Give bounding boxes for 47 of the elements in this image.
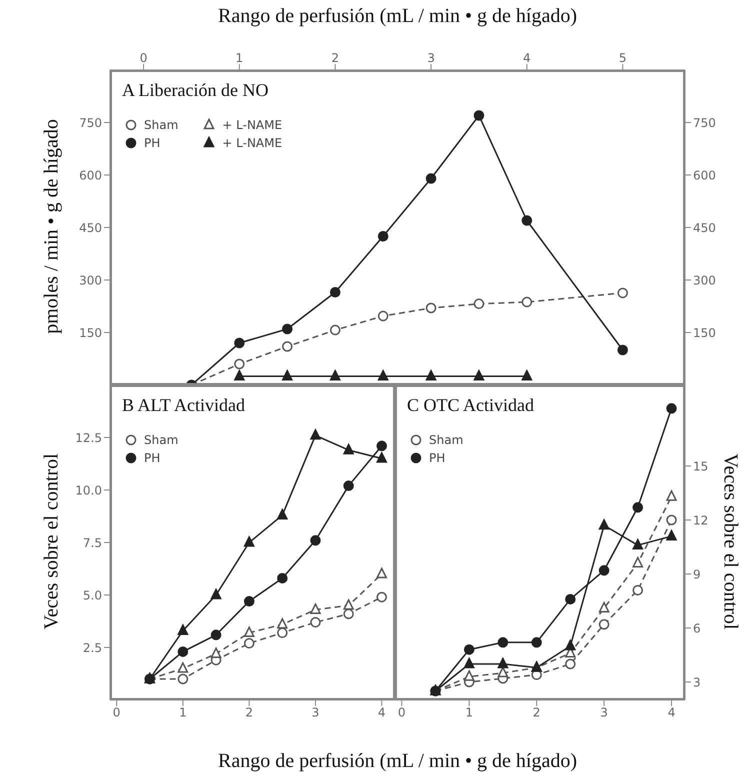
legend-label: Sham [144, 118, 178, 132]
y-tick-label: 7.5 [82, 536, 102, 550]
y-tick-label: 3 [693, 675, 701, 690]
x-tick-label: 2 [532, 706, 540, 720]
text: A Liberación de NO [122, 80, 268, 101]
x-tick-label: 2 [331, 51, 340, 65]
legend-label: Sham [429, 433, 464, 447]
y-tick-label: 2.5 [82, 640, 102, 655]
y-tick-label: 450 [79, 220, 102, 235]
x-tick-label: 0 [140, 51, 148, 65]
y-tick-label: 750 [79, 116, 102, 130]
x-tick-label: 1 [236, 51, 244, 65]
y-tick-label: 12.5 [75, 430, 102, 445]
x-tick-label: 1 [465, 706, 474, 720]
legend-label: PH [144, 451, 160, 465]
x-axis-title: Rango de perfusión (mL / min • g de hígado) [217, 5, 578, 28]
x-axis-title: Rango de perfusión (mL / min • g de hígado) [217, 750, 578, 773]
y-axis-title: Veces sobre el control [40, 452, 64, 632]
x-tick-label: 3 [427, 51, 435, 65]
x-tick-label: 3 [600, 706, 608, 720]
y-tick-label: 300 [79, 273, 102, 288]
legend-label: + L-NAME [222, 136, 282, 150]
legend-label: + L-NAME [222, 118, 282, 132]
text: C OTC Actividad [407, 395, 534, 416]
x-tick-label: 4 [668, 706, 676, 720]
y-axis-title: Veces sobre el control [718, 452, 742, 632]
x-tick-label: 5 [618, 51, 627, 65]
y-axis-title: pmoles / min • g de hígado [40, 118, 64, 336]
legend-label: PH [429, 451, 446, 465]
y-tick-label: 150 [79, 326, 102, 340]
y-tick-label: 6 [693, 621, 701, 636]
x-tick-label: 0 [398, 706, 406, 720]
x-tick-label: 2 [245, 706, 254, 720]
legend-label: PH [144, 136, 160, 150]
x-tick-label: 4 [378, 706, 386, 720]
x-tick-label: 1 [179, 706, 187, 720]
y-tick-label: 15 [693, 459, 708, 474]
y-tick-label: 5.0 [82, 588, 102, 602]
y-tick-label: 9 [693, 567, 701, 582]
legend-label: Sham [144, 433, 178, 447]
y-tick-label: 10.0 [75, 483, 102, 498]
x-tick-label: 0 [112, 706, 120, 720]
y-tick-label: 12 [693, 513, 708, 528]
y-tick-label: 600 [79, 168, 102, 182]
text: B ALT Actividad [122, 395, 246, 416]
x-tick-label: 3 [312, 706, 320, 720]
x-tick-label: 4 [523, 51, 531, 65]
